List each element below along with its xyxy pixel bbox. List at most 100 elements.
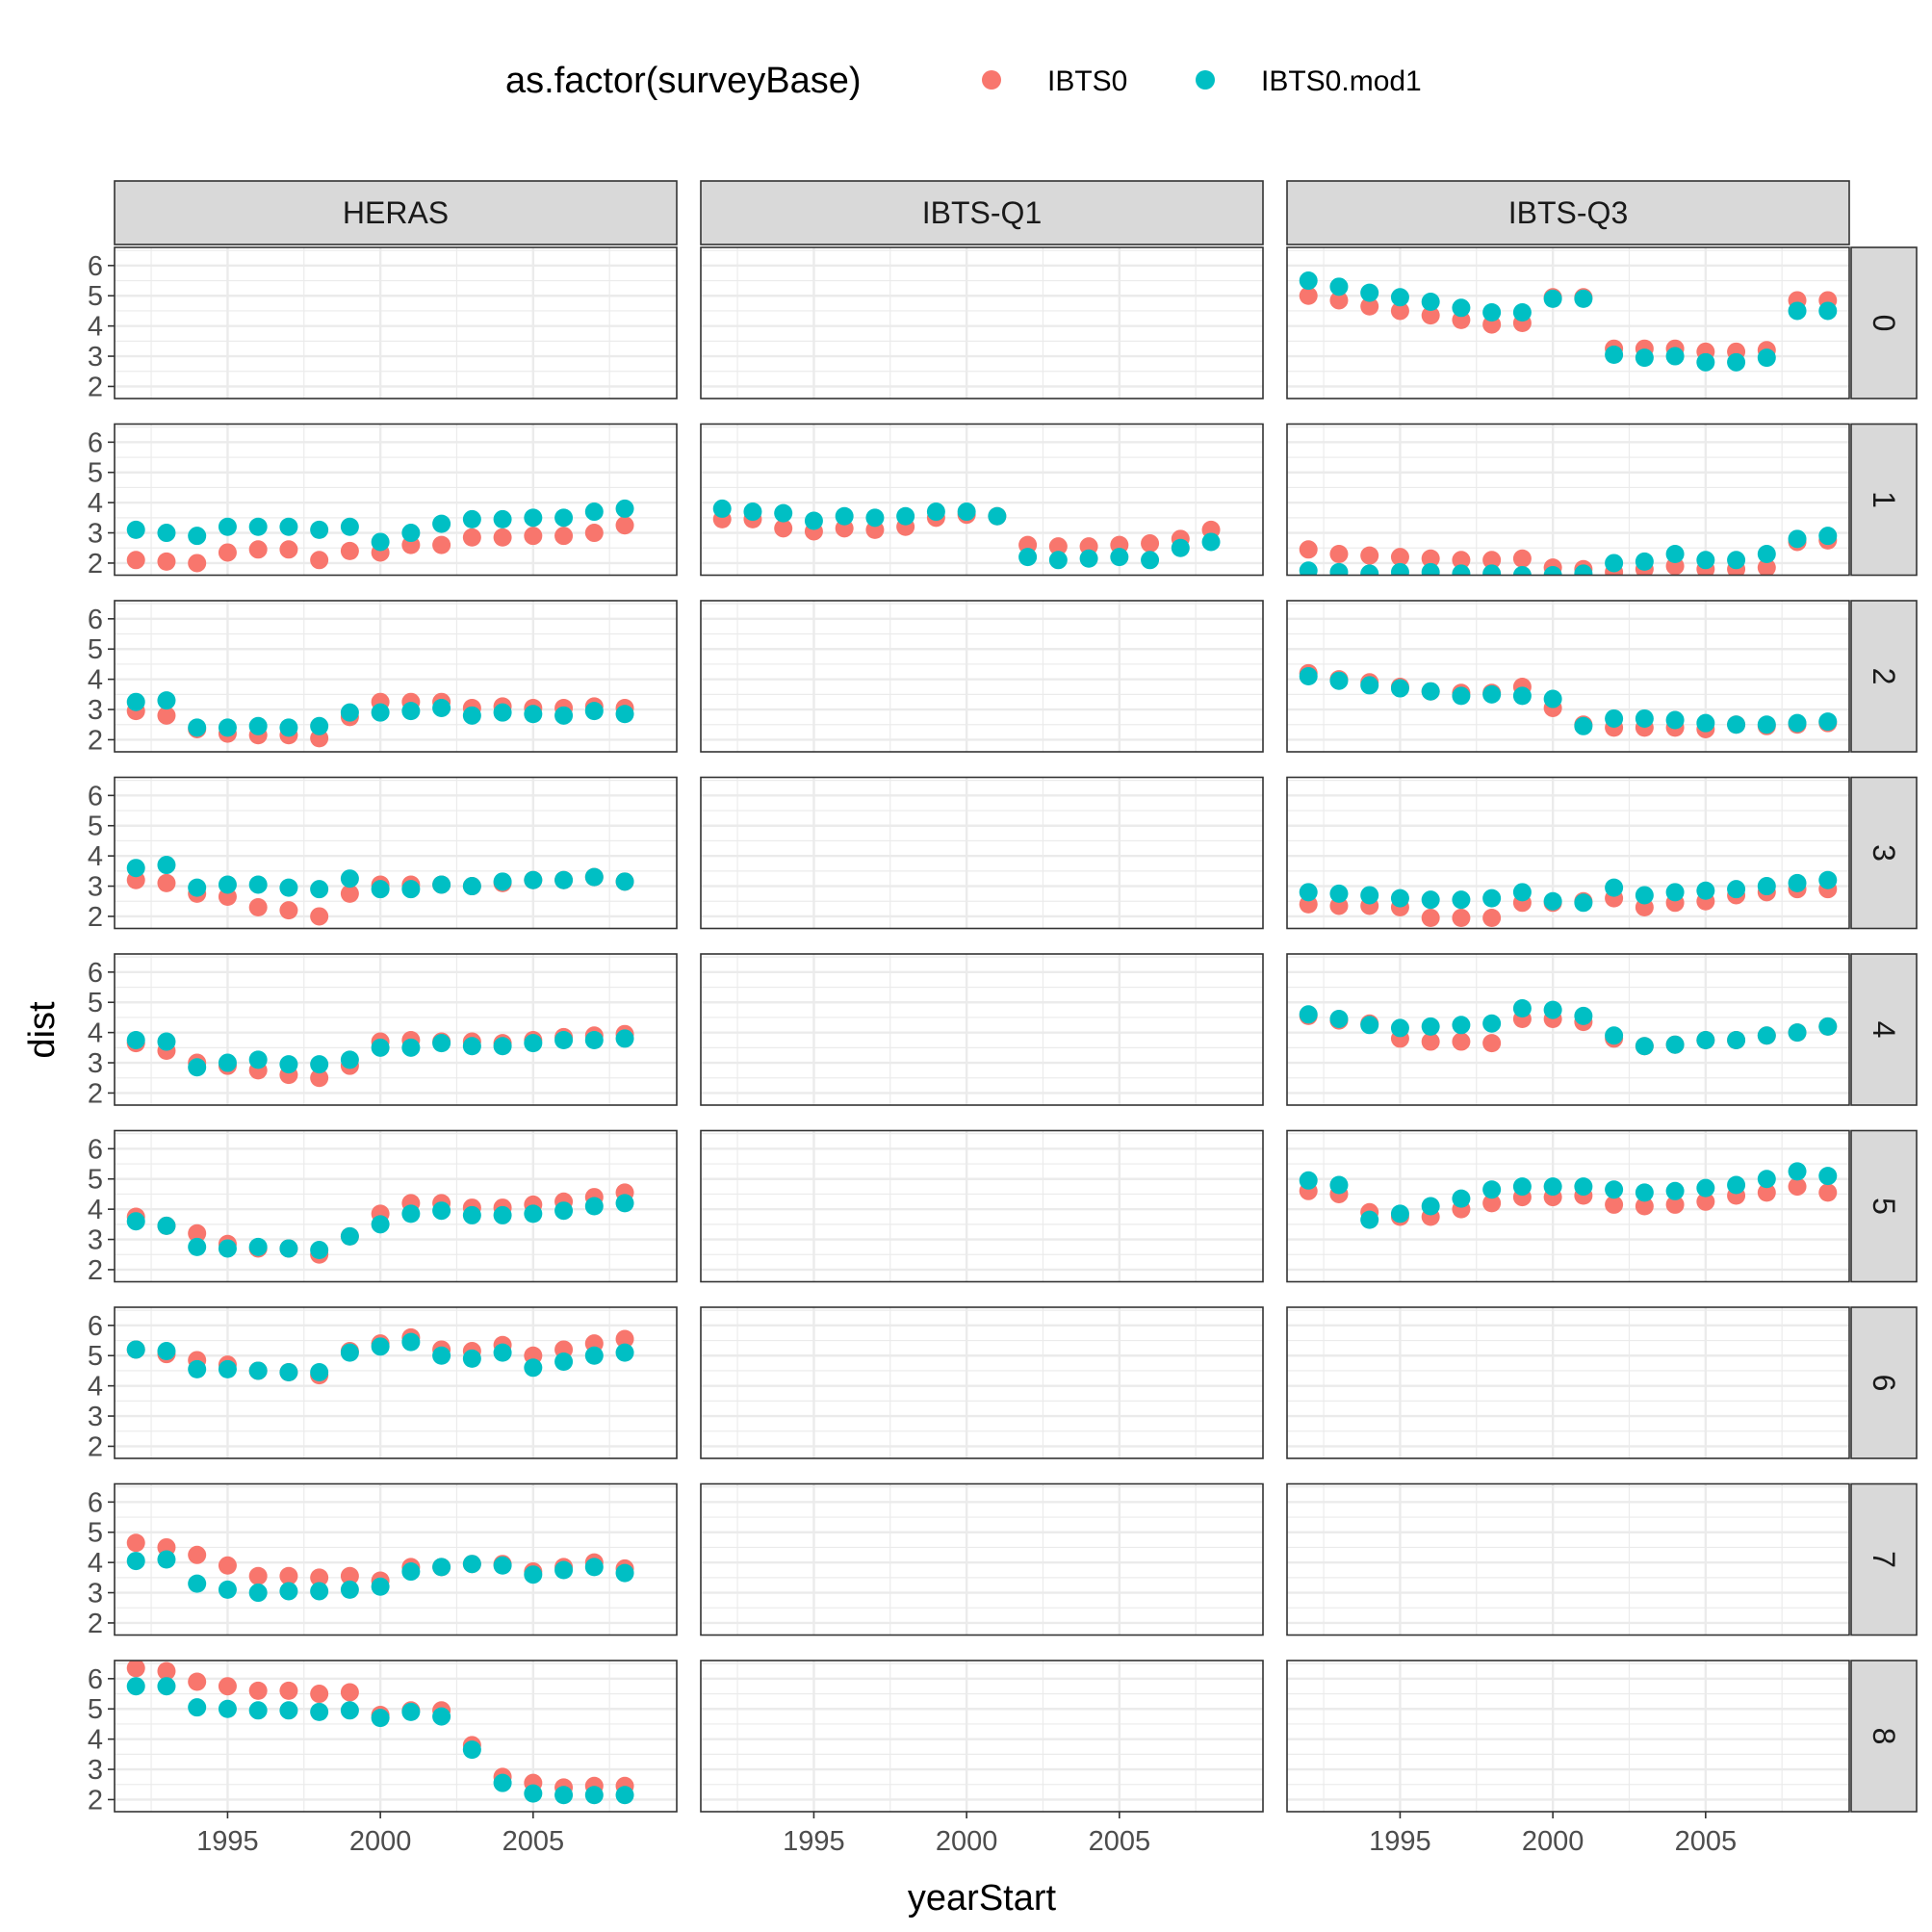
point-ibts0-mod1-2006 [554,1201,574,1221]
point-ibts0-mod1-2005 [524,1034,543,1053]
point-ibts0-mod1-2001 [401,702,421,721]
y-tick-label: 5 [88,1341,103,1372]
point-ibts0-mod1-2006 [1727,715,1746,734]
panel-border [114,776,678,930]
y-tick-label: 4 [88,312,103,343]
point-ibts0-mod1-1997 [1452,564,1471,576]
point-ibts0-1996 [248,898,268,917]
panel-border [700,776,1264,930]
y-tick-label: 2 [88,1785,103,1816]
point-ibts0-mod1-2007 [1757,1026,1776,1045]
panel-border [700,953,1264,1106]
point-ibts0-mod1-2002 [432,1558,451,1577]
y-tick-label: 2 [88,549,103,580]
panel-heras-5 [115,1130,677,1282]
panel-background [115,777,677,929]
point-ibts0-mod1-2002 [432,1346,451,1365]
row-strip-6 [1850,1306,1918,1459]
point-ibts0-mod1-2005 [524,1204,543,1224]
panel-border [114,953,678,1106]
point-ibts0-mod1-1993 [157,856,176,875]
point-ibts0-mod1-1994 [188,1359,207,1378]
panel-ibts-q3-7 [1287,1483,1849,1636]
point-ibts0-mod1-2001 [1574,1006,1593,1025]
point-ibts0-mod1-1999 [340,1050,359,1069]
panel-ibts-q1-8 [701,1661,1263,1812]
point-ibts0-mod1-1998 [1482,889,1502,908]
panel-ibts-q1-4 [701,954,1263,1105]
point-ibts0-mod1-1993 [1329,562,1349,576]
panel-background [701,1307,1263,1458]
y-tick-label: 4 [88,1018,103,1049]
point-ibts0-mod1-1995 [218,1699,237,1718]
point-ibts0-1995 [218,1556,237,1575]
point-ibts0-mod1-2004 [493,1343,512,1362]
point-ibts0-2008 [615,1329,634,1349]
panel-background [115,601,677,752]
panel-ibts-q3-0 [1287,247,1849,399]
panel-border [1286,600,1850,753]
point-ibts0-mod1-2002 [1605,708,1624,728]
point-ibts0-mod1-1995 [1390,288,1409,307]
point-ibts0-mod1-2004 [1665,710,1685,730]
y-tick-label: 2 [88,902,103,933]
point-ibts0-mod1-1992 [126,1677,145,1696]
point-ibts0-mod1-2000 [957,502,976,522]
point-ibts0-mod1-2007 [584,1197,604,1216]
point-ibts0-mod1-2001 [1574,893,1593,913]
point-ibts0-mod1-2002 [1605,1180,1624,1199]
point-ibts0-mod1-2004 [1665,347,1685,366]
point-ibts0-mod1-1992 [1299,271,1318,291]
y-tick-label: 2 [88,725,103,756]
point-ibts0-mod1-2005 [524,705,543,724]
y-tick-label: 6 [88,781,103,811]
point-ibts0-mod1-2003 [1635,886,1654,905]
row-strip-0 [1850,246,1918,399]
point-ibts0-mod1-2005 [1696,1178,1715,1198]
point-ibts0-mod1-1995 [1390,1204,1409,1224]
x-tick-label: 2005 [1089,1826,1151,1857]
point-ibts0-1996 [1421,1032,1440,1051]
point-ibts0-2003 [1635,1197,1654,1216]
panel-ibts-q3-1 [1287,424,1849,576]
point-ibts0-mod1-2004 [1079,549,1098,568]
y-tick-label: 4 [88,488,103,519]
y-tick-label: 5 [88,634,103,665]
panel-border [700,1306,1264,1459]
row-strip-1 [1850,423,1918,577]
point-ibts0-2003 [1048,537,1068,556]
point-ibts0-mod1-1998 [1482,1180,1502,1199]
x-tick-label: 2000 [936,1826,998,1857]
point-ibts0-mod1-1998 [310,1363,329,1382]
point-ibts0-mod1-1992 [126,1340,145,1359]
point-ibts0-mod1-1999 [1512,686,1532,706]
point-ibts0-1997 [279,1681,298,1700]
strip-label-ibts-q1: IBTS-Q1 [922,195,1042,230]
point-ibts0-1998 [310,551,329,570]
point-ibts0-1992 [126,551,145,570]
point-ibts0-mod1-2004 [493,1037,512,1056]
point-ibts0-mod1-2001 [401,1562,421,1582]
point-ibts0-mod1-2000 [371,532,390,552]
panel-background [1287,954,1849,1105]
point-ibts0-mod1-1992 [1299,883,1318,902]
legend-label-ibts0: IBTS0 [1047,65,1127,97]
point-ibts0-2004 [1665,1195,1685,1214]
point-ibts0-mod1-1997 [279,1582,298,1601]
point-ibts0-mod1-2002 [1605,878,1624,897]
y-tick-label: 4 [88,1725,103,1756]
point-ibts0-1997 [1452,551,1471,570]
y-tick-label: 6 [88,427,103,458]
point-ibts0-mod1-1995 [1390,562,1409,576]
y-tick-label: 6 [88,251,103,282]
point-ibts0-mod1-2001 [1574,289,1593,308]
x-axis-title: yearStart [908,1878,1057,1919]
point-ibts0-mod1-2009 [1818,301,1838,321]
point-ibts0-mod1-1996 [1421,1017,1440,1036]
point-ibts0-mod1-2008 [1788,1162,1807,1181]
y-tick-label: 5 [88,1165,103,1196]
point-ibts0-mod1-2005 [1696,1030,1715,1049]
panel-ibts-q1-2 [701,601,1263,752]
panel-background [115,247,677,399]
panel-heras-0 [115,247,677,399]
